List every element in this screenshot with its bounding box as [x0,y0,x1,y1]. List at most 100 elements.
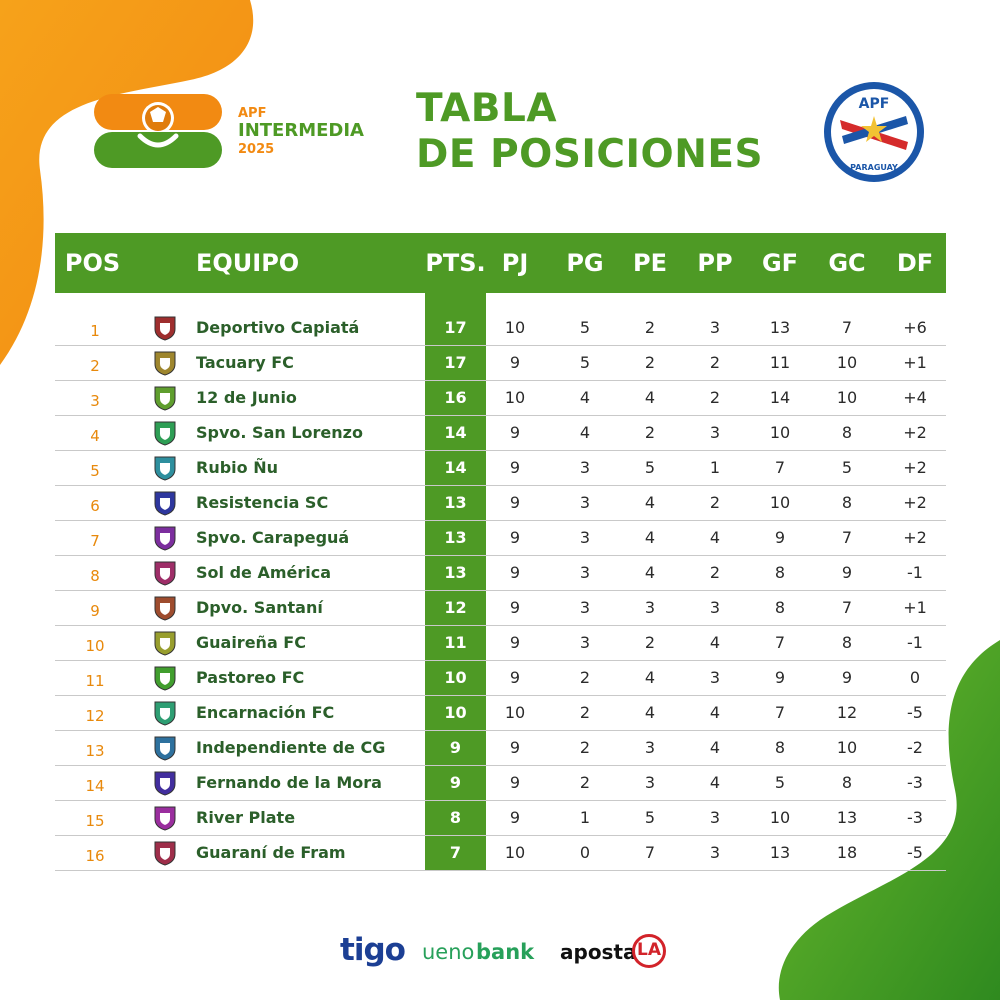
cell-pos: 10 [85,637,105,655]
sol-de-america-crest-icon [152,560,178,586]
cell-team-name: Resistencia SC [196,493,329,512]
tacuary-crest-icon [152,350,178,376]
guarani-fram-crest-icon [152,840,178,866]
cell-team-name: Spvo. San Lorenzo [196,423,363,442]
cell-pos: 13 [85,742,105,760]
table-row: 5 Rubio Ñu 14 9 3 5 1 7 5 +2 [55,450,946,486]
cell-pos: 12 [85,707,105,725]
cell-team-name: Guaraní de Fram [196,843,346,862]
cell-team-name: Sol de América [196,563,332,582]
cell-team-name: Independiente de CG [196,738,386,757]
cell-gc: 10 [836,388,858,407]
cell-pp: 4 [709,738,721,757]
cell-pg: 4 [579,423,591,442]
cell-pp: 4 [709,773,721,792]
cell-team-name: Rubio Ñu [196,458,278,477]
cell-gc: 7 [841,598,853,617]
cell-pg: 2 [579,738,591,757]
table-row: 13 Independiente de CG 9 9 2 3 4 8 10 -2 [55,730,946,766]
cell-pe: 7 [644,843,656,862]
cell-pp: 3 [709,598,721,617]
cell-pg: 2 [579,668,591,687]
cell-pp: 3 [709,423,721,442]
cell-pos: 11 [85,672,105,690]
table-row: 10 Guaireña FC 11 9 3 2 4 7 8 -1 [55,625,946,661]
table-row: 7 Spvo. Carapeguá 13 9 3 4 4 9 7 +2 [55,520,946,556]
cell-df: -1 [907,633,923,652]
cell-pts: 17 [444,318,467,337]
aposta-logo-part1: aposta [560,940,637,964]
cell-pe: 2 [644,318,656,337]
cell-gf: 10 [769,423,791,442]
cell-df: -5 [907,703,923,722]
cell-gc: 18 [836,843,858,862]
cell-df: 0 [909,668,921,687]
santani-crest-icon [152,595,178,621]
cell-pj: 9 [509,563,521,582]
green-blob-decoration [778,640,1000,1000]
table-row: 2 Tacuary FC 17 9 5 2 2 11 10 +1 [55,345,946,381]
pastoreo-crest-icon [152,665,178,691]
ueno-logo-part1: ueno [422,940,475,964]
table-header: POS EQUIPO PTS. PJ PG PE PP GF GC DF [55,233,946,293]
cell-pj: 10 [504,843,526,862]
cell-pe: 3 [644,773,656,792]
cell-pj: 9 [509,598,521,617]
orange-blob-decoration [0,0,254,365]
table-row: 8 Sol de América 13 9 3 4 2 8 9 -1 [55,555,946,591]
page-title: TABLA DE POSICIONES [416,86,763,178]
cell-pts: 13 [444,563,467,582]
cell-pts: 11 [444,633,467,652]
cell-pp: 2 [709,563,721,582]
cell-df: +2 [903,493,927,512]
cell-gc: 9 [841,668,853,687]
cell-pj: 9 [509,458,521,477]
apf-paraguay-seal-icon: APF PARAGUAY [824,82,924,182]
cell-df: -3 [907,773,923,792]
table-row: 6 Resistencia SC 13 9 3 4 2 10 8 +2 [55,485,946,521]
cell-pj: 9 [509,738,521,757]
cell-pp: 1 [709,458,721,477]
cell-pp: 2 [709,493,721,512]
cell-gf: 8 [774,738,786,757]
cell-pos: 2 [90,357,100,375]
cell-pos: 6 [90,497,100,515]
cell-team-name: Pastoreo FC [196,668,305,687]
cell-pp: 4 [709,633,721,652]
cell-pos: 4 [90,427,100,445]
cell-pj: 10 [504,318,526,337]
cell-pts: 14 [444,458,467,477]
sponsors-bar: tigo ueno bank aposta LA [340,932,670,978]
cell-gc: 8 [841,773,853,792]
cell-pg: 3 [579,528,591,547]
cell-df: -3 [907,808,923,827]
cell-pg: 0 [579,843,591,862]
cell-team-name: 12 de Junio [196,388,297,407]
cell-pe: 4 [644,703,656,722]
cell-gc: 12 [836,703,858,722]
cell-pj: 9 [509,808,521,827]
river-plate-crest-icon [152,805,178,831]
cell-team-name: Dpvo. Santaní [196,598,323,617]
cell-team-name: Spvo. Carapeguá [196,528,350,547]
cell-pj: 9 [509,493,521,512]
guairena-crest-icon [152,630,178,656]
cell-gf: 14 [769,388,791,407]
cell-pg: 3 [579,633,591,652]
independiente-crest-icon [152,735,178,761]
cell-gf: 7 [774,633,786,652]
cell-pg: 5 [579,318,591,337]
intermedia-emblem-icon [94,94,222,168]
cell-gc: 8 [841,493,853,512]
cell-pj: 9 [509,773,521,792]
cell-gf: 7 [774,458,786,477]
cell-pp: 3 [709,843,721,862]
cell-gc: 9 [841,563,853,582]
cell-pp: 4 [709,528,721,547]
cell-pts: 13 [444,493,467,512]
cell-df: +2 [903,528,927,547]
cell-pe: 3 [644,598,656,617]
ueno-logo-part2: bank [476,940,535,964]
col-pe-header: PE [633,249,667,277]
cell-pe: 4 [644,528,656,547]
